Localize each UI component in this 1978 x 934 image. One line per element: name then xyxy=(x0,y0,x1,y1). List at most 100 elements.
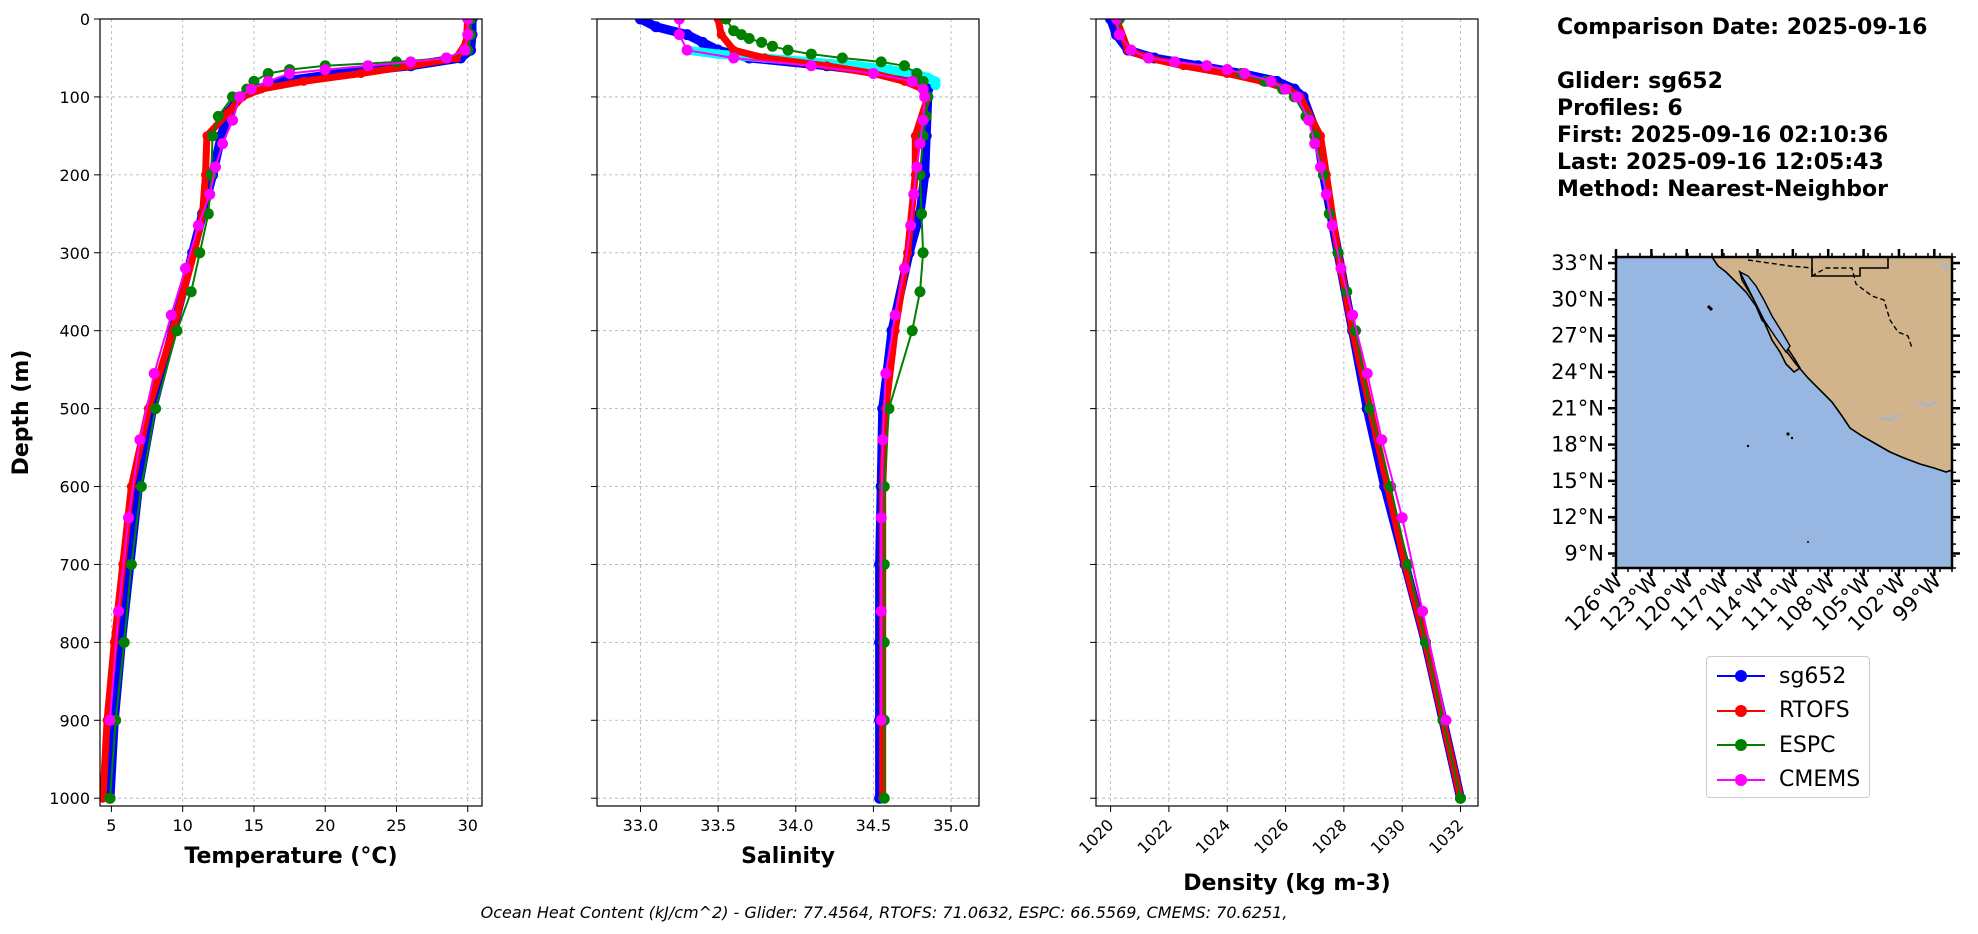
info-line: Method: Nearest-Neighbor xyxy=(1557,177,1888,202)
data-point xyxy=(898,60,910,72)
data-point xyxy=(867,68,879,80)
data-point xyxy=(1291,91,1303,103)
data-point xyxy=(720,19,732,25)
info-line: Glider: sg652 xyxy=(1557,69,1723,94)
legend-label: RTOFS xyxy=(1779,698,1850,723)
data-point xyxy=(109,637,119,647)
data-point xyxy=(202,208,214,220)
map-border-line xyxy=(1811,257,1889,277)
data-point xyxy=(782,44,794,56)
data-point xyxy=(1315,161,1327,173)
data-point xyxy=(1364,403,1376,415)
x-tick-label: 33.5 xyxy=(700,816,736,835)
data-point xyxy=(1320,188,1332,200)
data-point xyxy=(836,52,848,64)
data-point xyxy=(1221,64,1233,76)
data-point xyxy=(1417,605,1429,617)
data-point xyxy=(135,481,147,493)
y-tick-label: 800 xyxy=(59,633,90,652)
map-island xyxy=(1790,436,1794,440)
data-point xyxy=(898,262,910,274)
data-point xyxy=(883,64,894,75)
legend: sg652 RTOFS ESPC CMEMS xyxy=(1706,656,1870,798)
data-point xyxy=(1125,44,1137,56)
legend-item: sg652 xyxy=(1715,659,1846,693)
lat-tick-label: 9°N xyxy=(1564,541,1604,565)
data-point xyxy=(194,247,206,259)
data-point xyxy=(880,368,892,380)
legend-label: sg652 xyxy=(1779,663,1847,689)
data-point xyxy=(234,91,246,103)
data-point xyxy=(405,56,417,68)
data-point xyxy=(883,403,895,415)
series-group xyxy=(100,19,478,804)
data-point xyxy=(1142,52,1154,64)
y-tick-label: 200 xyxy=(59,166,90,185)
legend-item: CMEMS xyxy=(1715,763,1860,797)
data-point xyxy=(118,636,130,648)
y-tick-label: 700 xyxy=(59,555,90,574)
data-point xyxy=(914,138,926,150)
series-group xyxy=(634,19,941,804)
lat-tick-label: 15°N xyxy=(1551,469,1604,493)
data-point xyxy=(148,368,160,380)
data-point xyxy=(917,247,929,259)
data-point xyxy=(223,108,233,118)
x-tick-label: 5 xyxy=(106,816,116,835)
axes-frame xyxy=(1095,18,1479,807)
data-point xyxy=(256,84,266,94)
x-tick-label: 30 xyxy=(458,816,478,835)
axes-frame xyxy=(99,18,483,807)
data-point xyxy=(916,208,928,220)
data-point xyxy=(875,714,887,726)
x-tick-label: 1022 xyxy=(1134,815,1176,857)
x-tick-label: 34.0 xyxy=(778,816,814,835)
data-point xyxy=(805,60,817,72)
info-line: Profiles: 6 xyxy=(1557,96,1683,121)
data-point xyxy=(729,45,739,55)
data-point xyxy=(917,114,929,126)
legend-swatch xyxy=(1715,666,1767,686)
x-tick-label: 1030 xyxy=(1367,815,1409,857)
data-point xyxy=(728,52,740,64)
data-point xyxy=(459,44,471,56)
lat-tick-label: 12°N xyxy=(1551,505,1604,529)
data-point xyxy=(113,605,125,617)
lat-tick-label: 18°N xyxy=(1551,433,1604,457)
data-point xyxy=(1280,83,1292,95)
data-point xyxy=(1440,714,1452,726)
x-tick-label: 15 xyxy=(244,816,264,835)
y-tick-label: 500 xyxy=(59,400,90,419)
series-group xyxy=(1105,19,1467,804)
y-tick-label: 400 xyxy=(59,322,90,341)
data-point xyxy=(697,36,709,48)
x-tick-label: 25 xyxy=(386,816,406,835)
data-point xyxy=(192,219,204,231)
map-lake xyxy=(1939,261,1949,271)
x-axis-label: Density (kg m-3) xyxy=(1183,871,1391,896)
x-tick-label: 1026 xyxy=(1250,815,1292,857)
y-tick-label: 900 xyxy=(59,711,90,730)
data-point xyxy=(1347,309,1359,321)
data-point xyxy=(204,188,216,200)
data-point xyxy=(440,52,452,64)
data-point xyxy=(212,110,224,122)
data-point xyxy=(362,60,374,72)
data-point xyxy=(911,161,923,173)
data-point xyxy=(1376,434,1388,446)
data-point xyxy=(910,131,920,141)
data-point xyxy=(914,286,926,298)
data-point xyxy=(209,161,221,173)
data-point xyxy=(878,792,890,804)
map-lake xyxy=(1917,401,1937,408)
map-island xyxy=(1706,304,1714,312)
legend-label: ESPC xyxy=(1779,732,1836,758)
x-tick-label: 33.0 xyxy=(623,816,659,835)
map-lake xyxy=(1879,413,1901,422)
x-tick-label: 1028 xyxy=(1308,815,1350,857)
lat-tick-label: 30°N xyxy=(1551,287,1604,311)
data-point xyxy=(462,29,474,41)
x-tick-label: 1024 xyxy=(1192,815,1234,857)
info-line: Last: 2025-09-16 12:05:43 xyxy=(1557,150,1884,175)
data-point xyxy=(919,91,931,103)
